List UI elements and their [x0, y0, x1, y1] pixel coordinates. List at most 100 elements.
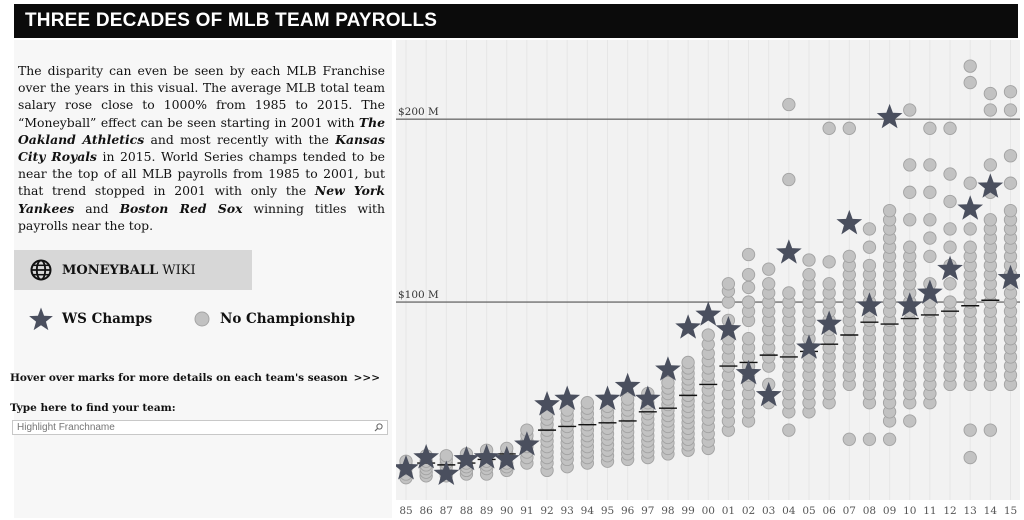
- champion-star-85[interactable]: [396, 455, 419, 480]
- team-point-14-0[interactable]: [983, 423, 997, 437]
- team-point-10-0[interactable]: [903, 414, 917, 428]
- team-point-04-16[interactable]: [782, 97, 796, 112]
- team-point-00-15[interactable]: [701, 328, 715, 342]
- champion-star-09[interactable]: [876, 103, 903, 129]
- team-point-14-22[interactable]: [983, 103, 997, 117]
- team-point-96-11[interactable]: [620, 392, 635, 406]
- team-point-03-11[interactable]: [762, 277, 776, 291]
- team-point-12-13[interactable]: [943, 222, 957, 236]
- champion-star-95[interactable]: [594, 385, 621, 410]
- champion-star-05[interactable]: [796, 334, 822, 359]
- team-point-09-0[interactable]: [882, 432, 897, 446]
- legend-no-championship[interactable]: No Championship: [192, 308, 355, 330]
- champion-star-00[interactable]: [695, 301, 722, 326]
- team-point-15-19[interactable]: [1003, 203, 1018, 218]
- team-point-14-21[interactable]: [983, 158, 997, 172]
- team-point-02-13[interactable]: [741, 280, 756, 295]
- team-point-02-9[interactable]: [741, 332, 756, 346]
- champion-star-01[interactable]: [715, 316, 742, 341]
- team-search-input[interactable]: [13, 421, 374, 434]
- champion-star-08[interactable]: [856, 292, 883, 317]
- team-point-13-0[interactable]: [963, 450, 977, 465]
- team-point-02-14[interactable]: [741, 267, 756, 282]
- team-point-11-14[interactable]: [923, 231, 937, 245]
- team-point-12-15[interactable]: [943, 167, 957, 181]
- team-point-04-15[interactable]: [782, 172, 796, 187]
- team-point-02-12[interactable]: [741, 295, 756, 309]
- champion-star-89[interactable]: [473, 444, 500, 469]
- team-point-11-18[interactable]: [923, 121, 937, 135]
- team-point-11-16[interactable]: [923, 185, 937, 199]
- team-point-04-14[interactable]: [782, 286, 796, 300]
- team-point-15-23[interactable]: [1003, 85, 1018, 99]
- champion-star-91[interactable]: [514, 431, 540, 456]
- moneyball-wiki-button[interactable]: MONEYBALL WIKI: [14, 250, 252, 290]
- team-point-05-15[interactable]: [802, 253, 816, 267]
- team-point-10-20[interactable]: [903, 185, 917, 199]
- champion-star-15[interactable]: [997, 264, 1020, 290]
- team-search-box[interactable]: [12, 420, 388, 435]
- champion-star-99[interactable]: [675, 314, 701, 339]
- team-point-99-16[interactable]: [681, 355, 695, 370]
- team-point-02-15[interactable]: [741, 247, 756, 262]
- champion-star-97[interactable]: [634, 385, 661, 410]
- team-point-06-14[interactable]: [822, 255, 836, 269]
- champion-star-07[interactable]: [836, 209, 863, 235]
- team-point-06-15[interactable]: [822, 121, 836, 135]
- team-point-08-17[interactable]: [862, 240, 877, 254]
- team-point-05-14[interactable]: [802, 267, 816, 282]
- team-point-10-21[interactable]: [903, 158, 917, 172]
- team-point-04-0[interactable]: [782, 423, 796, 437]
- champion-star-98[interactable]: [655, 356, 681, 381]
- team-point-12-14[interactable]: [943, 194, 957, 209]
- team-point-15-22[interactable]: [1003, 103, 1018, 117]
- team-point-07-15[interactable]: [842, 249, 856, 264]
- champion-star-88[interactable]: [453, 445, 480, 471]
- champion-star-86[interactable]: [413, 444, 439, 469]
- champion-star-06[interactable]: [816, 310, 842, 335]
- team-point-08-18[interactable]: [862, 222, 877, 236]
- team-point-09-24[interactable]: [882, 203, 897, 218]
- champion-star-87[interactable]: [433, 460, 460, 485]
- champion-star-13[interactable]: [957, 195, 984, 220]
- team-point-12-9[interactable]: [943, 295, 957, 309]
- team-point-13-17[interactable]: [963, 240, 977, 254]
- team-point-10-22[interactable]: [903, 103, 917, 117]
- champion-star-11[interactable]: [917, 279, 943, 304]
- team-point-98-13[interactable]: [661, 375, 675, 390]
- team-point-11-13[interactable]: [923, 249, 937, 264]
- champion-star-93[interactable]: [554, 385, 581, 410]
- team-point-03-12[interactable]: [762, 262, 776, 276]
- champion-star-92[interactable]: [534, 391, 560, 416]
- team-point-13-21[interactable]: [963, 59, 977, 73]
- champion-star-96[interactable]: [614, 372, 641, 398]
- team-point-15-20[interactable]: [1003, 176, 1018, 190]
- team-point-14-19[interactable]: [983, 213, 997, 227]
- team-point-15-21[interactable]: [1003, 149, 1018, 163]
- team-point-08-16[interactable]: [862, 258, 877, 273]
- legend-ws-champs[interactable]: WS Champs: [28, 306, 152, 332]
- team-point-08-0[interactable]: [862, 432, 877, 446]
- team-point-12-12[interactable]: [943, 240, 957, 254]
- team-point-87-5[interactable]: [439, 449, 453, 463]
- search-icon[interactable]: [374, 423, 383, 432]
- champion-star-10[interactable]: [896, 292, 923, 317]
- champion-star-03[interactable]: [755, 381, 782, 407]
- team-point-14-23[interactable]: [983, 86, 997, 101]
- champion-star-12[interactable]: [937, 255, 963, 281]
- team-point-10-18[interactable]: [903, 240, 917, 254]
- champion-star-04[interactable]: [776, 239, 802, 264]
- team-point-13-19[interactable]: [963, 176, 977, 190]
- team-point-11-17[interactable]: [923, 158, 937, 172]
- team-point-10-19[interactable]: [903, 213, 917, 227]
- team-point-07-16[interactable]: [842, 121, 856, 135]
- team-point-12-16[interactable]: [943, 121, 957, 135]
- champion-star-14[interactable]: [977, 173, 1004, 198]
- team-point-13-18[interactable]: [963, 222, 977, 236]
- team-point-13-20[interactable]: [963, 75, 977, 90]
- team-point-12-10[interactable]: [943, 277, 957, 291]
- champion-star-90[interactable]: [493, 445, 520, 471]
- champion-star-02[interactable]: [735, 359, 762, 385]
- team-point-07-0[interactable]: [842, 432, 856, 446]
- team-point-01-14[interactable]: [721, 277, 736, 291]
